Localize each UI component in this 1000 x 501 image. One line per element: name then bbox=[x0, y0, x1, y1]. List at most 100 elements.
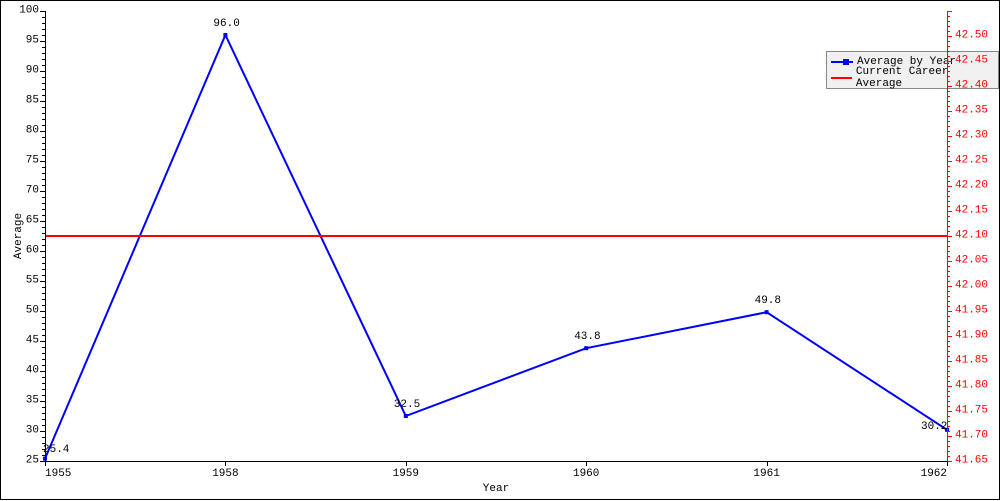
y-left-tick bbox=[42, 209, 45, 210]
y-left-tick bbox=[42, 359, 45, 360]
y-right-tick bbox=[947, 71, 950, 72]
y-left-tick-label: 90 bbox=[9, 66, 39, 77]
y-right-tick bbox=[947, 326, 950, 327]
data-point-label: 32.5 bbox=[394, 400, 420, 411]
y-right-tick bbox=[947, 396, 950, 397]
y-right-tick bbox=[947, 131, 950, 132]
y-right-tick bbox=[947, 361, 952, 362]
series-average-by-year-marker bbox=[223, 33, 227, 37]
y-right-tick bbox=[947, 371, 950, 372]
y-left-tick bbox=[42, 329, 45, 330]
y-right-tick bbox=[947, 191, 950, 192]
y-right-tick bbox=[947, 146, 950, 147]
y-right-tick bbox=[947, 196, 950, 197]
y-left-tick bbox=[42, 215, 45, 216]
y-left-tick bbox=[42, 113, 45, 114]
y-right-tick-label: 42.20 bbox=[955, 181, 988, 192]
y-left-tick-label: 75 bbox=[9, 156, 39, 167]
y-right-tick bbox=[947, 121, 950, 122]
y-right-tick bbox=[947, 226, 950, 227]
y-right-tick bbox=[947, 411, 952, 412]
x-axis-title: Year bbox=[483, 483, 509, 495]
y-right-tick bbox=[947, 201, 950, 202]
y-left-tick bbox=[42, 119, 45, 120]
y-right-tick bbox=[947, 291, 950, 292]
y-right-tick bbox=[947, 276, 950, 277]
y-left-tick bbox=[42, 239, 45, 240]
y-right-tick bbox=[947, 386, 952, 387]
y-right-tick bbox=[947, 266, 950, 267]
y-right-tick-label: 41.85 bbox=[955, 356, 988, 367]
y-right-tick-label: 41.95 bbox=[955, 306, 988, 317]
y-left-tick bbox=[42, 29, 45, 30]
y-right-tick bbox=[947, 306, 950, 307]
y-right-tick bbox=[947, 81, 950, 82]
y-left-tick bbox=[42, 287, 45, 288]
y-left-tick bbox=[42, 377, 45, 378]
y-left-tick bbox=[42, 305, 45, 306]
x-tick bbox=[406, 461, 407, 466]
y-right-tick-label: 42.50 bbox=[955, 31, 988, 42]
y-left-tick-label: 100 bbox=[9, 6, 39, 17]
legend-marker bbox=[843, 59, 849, 65]
y-left-tick-label: 40 bbox=[9, 366, 39, 377]
y-right-tick bbox=[947, 236, 952, 237]
y-right-tick bbox=[947, 406, 950, 407]
y-left-tick bbox=[42, 47, 45, 48]
y-right-tick bbox=[947, 186, 952, 187]
y-left-tick bbox=[40, 281, 45, 282]
y-right-tick bbox=[947, 341, 950, 342]
y-right-tick bbox=[947, 126, 950, 127]
x-tick bbox=[225, 461, 226, 466]
y-left-tick bbox=[40, 311, 45, 312]
y-right-tick bbox=[947, 391, 950, 392]
y-left-tick bbox=[42, 53, 45, 54]
x-tick-label: 1959 bbox=[393, 469, 419, 480]
y-left-tick bbox=[42, 197, 45, 198]
y-left-tick bbox=[42, 425, 45, 426]
y-right-tick bbox=[947, 301, 950, 302]
y-right-tick bbox=[947, 206, 950, 207]
y-right-tick bbox=[947, 156, 950, 157]
y-left-tick bbox=[42, 173, 45, 174]
data-point-label: 49.8 bbox=[755, 296, 781, 307]
y-right-tick bbox=[947, 21, 950, 22]
y-left-tick bbox=[40, 191, 45, 192]
y-right-tick bbox=[947, 336, 952, 337]
y-left-tick bbox=[42, 365, 45, 366]
y-right-tick bbox=[947, 331, 950, 332]
x-tick-label: 1960 bbox=[573, 469, 599, 480]
y-left-tick bbox=[42, 323, 45, 324]
y-left-tick bbox=[42, 179, 45, 180]
y-right-tick bbox=[947, 456, 950, 457]
y-right-tick bbox=[947, 56, 950, 57]
y-left-tick bbox=[42, 35, 45, 36]
y-left-tick bbox=[42, 59, 45, 60]
y-left-tick bbox=[42, 89, 45, 90]
y-left-tick bbox=[42, 299, 45, 300]
series-average-by-year-marker bbox=[404, 414, 408, 418]
x-tick bbox=[586, 461, 587, 466]
y-right-tick bbox=[947, 216, 950, 217]
y-right-tick-label: 42.40 bbox=[955, 81, 988, 92]
y-right-tick bbox=[947, 86, 952, 87]
y-right-tick bbox=[947, 451, 950, 452]
x-tick bbox=[45, 461, 46, 466]
y-left-tick bbox=[40, 221, 45, 222]
y-right-tick bbox=[947, 426, 950, 427]
data-point-label: 30.2 bbox=[921, 422, 947, 433]
y-right-tick bbox=[947, 366, 950, 367]
y-right-tick-label: 42.10 bbox=[955, 231, 988, 242]
y-left-tick bbox=[42, 269, 45, 270]
y-right-tick bbox=[947, 321, 950, 322]
y-right-tick bbox=[947, 346, 950, 347]
y-left-tick-label: 35 bbox=[9, 396, 39, 407]
y-right-tick bbox=[947, 421, 950, 422]
y-right-tick bbox=[947, 41, 950, 42]
y-right-tick bbox=[947, 251, 950, 252]
y-left-tick-label: 95 bbox=[9, 36, 39, 47]
series-average-by-year-marker bbox=[765, 310, 769, 314]
y-right-tick bbox=[947, 416, 950, 417]
legend-swatch bbox=[831, 77, 852, 79]
y-right-tick bbox=[947, 311, 952, 312]
